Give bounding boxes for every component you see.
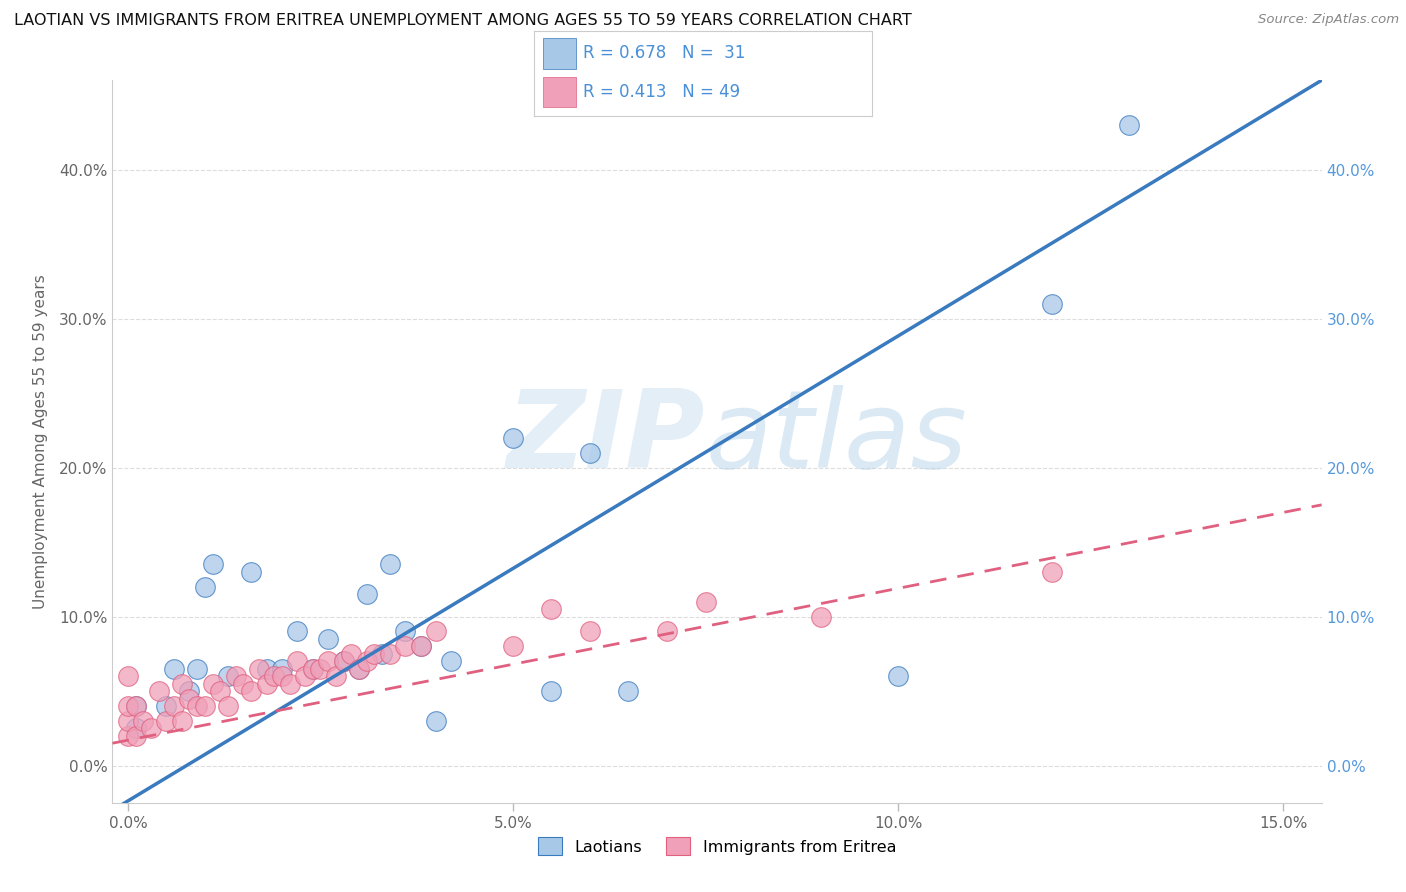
- Text: LAOTIAN VS IMMIGRANTS FROM ERITREA UNEMPLOYMENT AMONG AGES 55 TO 59 YEARS CORREL: LAOTIAN VS IMMIGRANTS FROM ERITREA UNEMP…: [14, 13, 912, 29]
- Point: [301, 662, 323, 676]
- Point: [502, 431, 524, 445]
- Point: [285, 624, 308, 639]
- Point: [394, 640, 416, 654]
- Point: [378, 647, 401, 661]
- Point: [132, 714, 155, 728]
- Point: [409, 640, 432, 654]
- Point: [309, 662, 332, 676]
- Point: [170, 676, 193, 690]
- Point: [155, 698, 177, 713]
- Point: [179, 691, 201, 706]
- Point: [225, 669, 247, 683]
- Point: [810, 609, 832, 624]
- Point: [232, 676, 254, 690]
- Point: [1040, 297, 1063, 311]
- Bar: [543, 38, 576, 69]
- Point: [440, 654, 463, 668]
- Point: [240, 684, 263, 698]
- Point: [124, 729, 146, 743]
- Point: [271, 669, 294, 683]
- Point: [201, 676, 224, 690]
- Text: atlas: atlas: [706, 385, 967, 491]
- Point: [170, 714, 193, 728]
- Point: [194, 580, 217, 594]
- Point: [179, 684, 201, 698]
- Point: [332, 654, 354, 668]
- Point: [347, 662, 370, 676]
- Point: [425, 624, 447, 639]
- Point: [240, 565, 263, 579]
- Point: [1040, 565, 1063, 579]
- Point: [540, 684, 562, 698]
- Point: [347, 662, 370, 676]
- Y-axis label: Unemployment Among Ages 55 to 59 years: Unemployment Among Ages 55 to 59 years: [32, 274, 48, 609]
- Point: [1118, 118, 1140, 132]
- Point: [325, 669, 347, 683]
- Point: [356, 654, 378, 668]
- Point: [356, 587, 378, 601]
- Point: [617, 684, 640, 698]
- Point: [163, 662, 186, 676]
- Point: [263, 669, 285, 683]
- Point: [124, 698, 146, 713]
- Point: [316, 654, 339, 668]
- Point: [278, 676, 301, 690]
- Text: R = 0.413   N = 49: R = 0.413 N = 49: [583, 83, 741, 101]
- Point: [186, 662, 208, 676]
- Point: [217, 669, 239, 683]
- Text: R = 0.678   N =  31: R = 0.678 N = 31: [583, 45, 745, 62]
- Point: [163, 698, 186, 713]
- Point: [148, 684, 170, 698]
- Point: [124, 698, 146, 713]
- Point: [502, 640, 524, 654]
- Point: [579, 446, 602, 460]
- Point: [394, 624, 416, 639]
- Point: [294, 669, 316, 683]
- Point: [340, 647, 363, 661]
- Point: [316, 632, 339, 646]
- Point: [256, 676, 278, 690]
- Point: [887, 669, 910, 683]
- Point: [209, 684, 232, 698]
- Point: [117, 669, 139, 683]
- Point: [186, 698, 208, 713]
- Point: [155, 714, 177, 728]
- Point: [256, 662, 278, 676]
- Point: [371, 647, 394, 661]
- Point: [425, 714, 447, 728]
- Point: [695, 595, 717, 609]
- Point: [247, 662, 270, 676]
- Point: [124, 721, 146, 735]
- Point: [117, 714, 139, 728]
- Point: [139, 721, 162, 735]
- Point: [540, 602, 562, 616]
- Point: [271, 662, 294, 676]
- Point: [201, 558, 224, 572]
- Point: [194, 698, 217, 713]
- Point: [301, 662, 323, 676]
- Point: [217, 698, 239, 713]
- Point: [655, 624, 678, 639]
- Point: [409, 640, 432, 654]
- Point: [378, 558, 401, 572]
- Bar: [543, 77, 576, 108]
- Point: [579, 624, 602, 639]
- Point: [332, 654, 354, 668]
- Text: ZIP: ZIP: [508, 384, 706, 491]
- Point: [117, 698, 139, 713]
- Legend: Laotians, Immigrants from Eritrea: Laotians, Immigrants from Eritrea: [530, 829, 904, 863]
- Point: [363, 647, 385, 661]
- Point: [285, 654, 308, 668]
- Text: Source: ZipAtlas.com: Source: ZipAtlas.com: [1258, 13, 1399, 27]
- Point: [117, 729, 139, 743]
